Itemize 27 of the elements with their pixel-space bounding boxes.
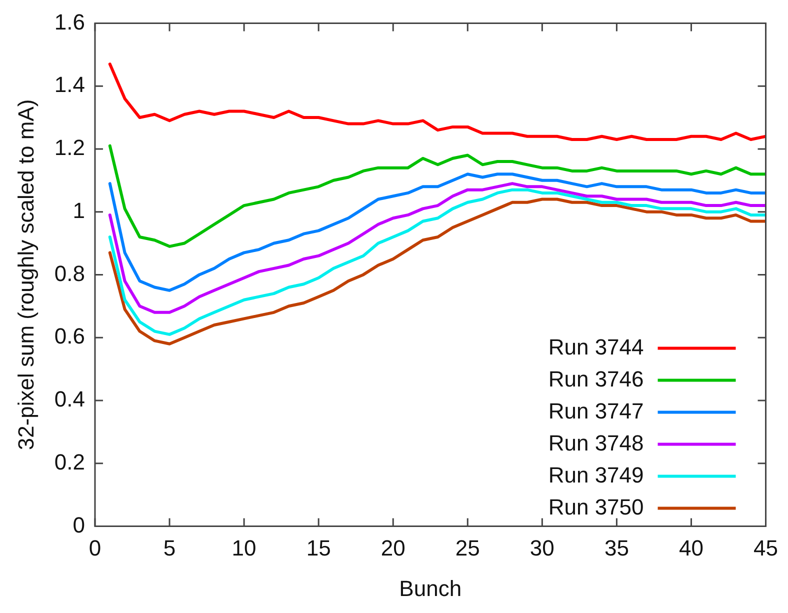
y-tick-label: 0 bbox=[72, 512, 85, 538]
x-tick-label: 10 bbox=[232, 535, 256, 560]
x-tick-label: 15 bbox=[306, 535, 331, 560]
x-tick-label: 25 bbox=[455, 535, 480, 560]
legend-label: Run 3750 bbox=[548, 494, 644, 520]
y-tick-label: 0.8 bbox=[54, 260, 85, 286]
x-tick-label: 40 bbox=[678, 535, 704, 560]
legend-label: Run 3744 bbox=[548, 334, 644, 360]
y-tick-label: 0.6 bbox=[54, 324, 85, 349]
x-tick-label: 35 bbox=[604, 535, 629, 560]
legend-label: Run 3748 bbox=[548, 430, 644, 456]
x-axis-title: Bunch bbox=[399, 576, 462, 601]
y-axis-title: 32-pixel sum (roughly scaled to mA) bbox=[13, 99, 38, 450]
y-tick-label: 1 bbox=[72, 198, 85, 223]
legend-label: Run 3749 bbox=[548, 462, 644, 488]
x-tick-label: 20 bbox=[380, 535, 406, 560]
x-tick-label: 5 bbox=[163, 535, 176, 560]
legend-label: Run 3747 bbox=[548, 398, 644, 424]
y-tick-label: 0.4 bbox=[54, 386, 85, 412]
y-tick-label: 1.4 bbox=[54, 72, 85, 98]
x-tick-label: 30 bbox=[530, 535, 554, 560]
y-tick-label: 0.2 bbox=[54, 449, 85, 474]
x-tick-label: 0 bbox=[88, 535, 102, 560]
y-tick-label: 1.2 bbox=[54, 135, 85, 160]
legend-label: Run 3746 bbox=[548, 366, 644, 392]
x-tick-label: 45 bbox=[754, 535, 778, 560]
y-tick-label: 1.6 bbox=[54, 9, 85, 34]
